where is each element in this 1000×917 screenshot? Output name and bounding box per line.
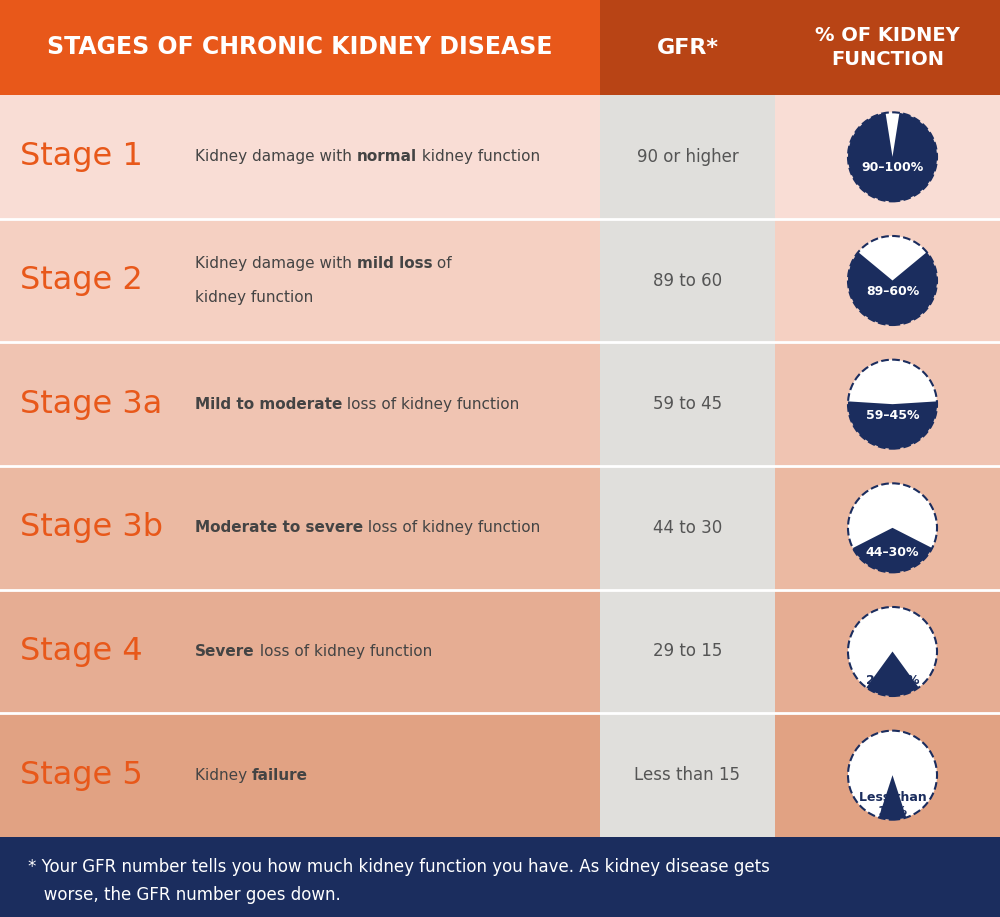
FancyBboxPatch shape [775,95,1000,218]
FancyBboxPatch shape [600,466,775,590]
Circle shape [848,236,937,325]
FancyBboxPatch shape [775,218,1000,342]
FancyBboxPatch shape [775,342,1000,466]
Wedge shape [848,402,937,448]
Text: Kidney damage with: Kidney damage with [195,149,357,164]
Text: worse, the GFR number goes down.: worse, the GFR number goes down. [28,886,341,903]
Text: Less than 15: Less than 15 [635,767,740,784]
FancyBboxPatch shape [0,218,600,342]
FancyBboxPatch shape [0,342,600,466]
FancyBboxPatch shape [600,590,775,713]
Circle shape [848,359,937,448]
FancyBboxPatch shape [0,713,600,837]
FancyBboxPatch shape [600,95,775,218]
FancyBboxPatch shape [600,218,775,342]
Text: * Your GFR number tells you how much kidney function you have. As kidney disease: * Your GFR number tells you how much kid… [28,858,770,877]
FancyBboxPatch shape [775,466,1000,590]
Text: 15%: 15% [878,804,908,818]
FancyBboxPatch shape [0,466,600,590]
Text: Stage 4: Stage 4 [20,636,143,667]
Text: Moderate to severe: Moderate to severe [195,520,363,536]
FancyBboxPatch shape [600,0,1000,95]
FancyBboxPatch shape [775,590,1000,713]
Text: 90–100%: 90–100% [861,161,924,174]
Wedge shape [879,775,906,820]
Text: Stage 2: Stage 2 [20,265,143,296]
Text: Mild to moderate: Mild to moderate [195,397,342,412]
Wedge shape [848,113,937,202]
Text: STAGES OF CHRONIC KIDNEY DISEASE: STAGES OF CHRONIC KIDNEY DISEASE [47,36,553,60]
Text: Less than: Less than [859,790,926,803]
Text: 89–60%: 89–60% [866,285,919,298]
FancyBboxPatch shape [600,713,775,837]
Circle shape [848,483,937,572]
Text: GFR*: GFR* [656,38,718,58]
Wedge shape [848,252,937,325]
Text: loss of kidney function: loss of kidney function [363,520,540,536]
Text: Kidney damage with: Kidney damage with [195,256,357,271]
Circle shape [848,731,937,820]
Text: % OF KIDNEY
FUNCTION: % OF KIDNEY FUNCTION [815,27,960,69]
Text: 90 or higher: 90 or higher [637,148,738,166]
FancyBboxPatch shape [0,590,600,713]
Text: Severe: Severe [195,644,255,659]
FancyBboxPatch shape [0,0,1000,95]
Text: normal: normal [357,149,417,164]
Wedge shape [866,651,919,696]
Text: failure: failure [252,768,308,783]
FancyBboxPatch shape [600,342,775,466]
Text: 29–15%: 29–15% [866,674,919,687]
Text: Stage 3b: Stage 3b [20,513,163,544]
FancyBboxPatch shape [775,713,1000,837]
Text: 59 to 45: 59 to 45 [653,395,722,414]
Circle shape [848,607,937,696]
Text: loss of kidney function: loss of kidney function [342,397,520,412]
Text: kidney function: kidney function [417,149,540,164]
Text: Stage 1: Stage 1 [20,141,143,172]
FancyBboxPatch shape [0,837,1000,917]
Text: of: of [432,256,452,271]
Text: 44–30%: 44–30% [866,546,919,558]
Text: loss of kidney function: loss of kidney function [255,644,432,659]
Text: Kidney: Kidney [195,768,252,783]
Text: kidney function: kidney function [195,291,313,305]
Text: Stage 5: Stage 5 [20,759,143,790]
Text: mild loss: mild loss [357,256,432,271]
Circle shape [848,112,937,202]
Text: 29 to 15: 29 to 15 [653,643,722,660]
FancyBboxPatch shape [0,95,600,218]
Text: 89 to 60: 89 to 60 [653,271,722,290]
Text: 59–45%: 59–45% [866,409,919,422]
Wedge shape [853,528,932,572]
Text: Stage 3a: Stage 3a [20,389,162,420]
Text: 44 to 30: 44 to 30 [653,519,722,536]
